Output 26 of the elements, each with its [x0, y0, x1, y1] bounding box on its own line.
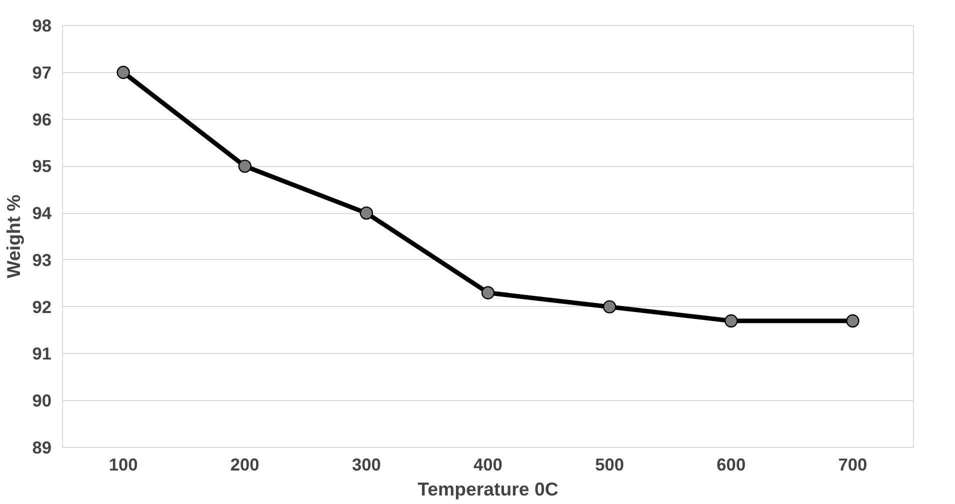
- y-tick-label: 97: [32, 62, 52, 82]
- y-tick-label: 91: [32, 344, 52, 364]
- point: [481, 286, 495, 300]
- x-axis-title: Temperature 0C: [418, 478, 558, 500]
- point: [116, 66, 130, 79]
- x-tick-label: 200: [230, 454, 260, 474]
- point: [602, 300, 616, 314]
- x-tick-label: 700: [838, 454, 868, 474]
- y-tick-label: 89: [32, 438, 52, 458]
- x-tick-label: 100: [108, 454, 138, 474]
- x-tick-label: 600: [716, 454, 746, 474]
- x-tick-label: 400: [474, 454, 502, 474]
- x-tick-label: 500: [595, 454, 624, 474]
- point: [238, 160, 252, 173]
- y-tick-label: 95: [32, 156, 52, 176]
- y-tick-label: 92: [32, 296, 52, 317]
- y-axis-title: Weight %: [3, 194, 24, 278]
- y-tick-label: 98: [32, 16, 52, 36]
- y-tick-label: 93: [32, 250, 52, 270]
- y-tick-label: 90: [32, 390, 52, 411]
- point: [360, 206, 374, 220]
- point: [846, 314, 860, 328]
- x-tick-label: 300: [352, 454, 381, 474]
- y-tick-label: 94: [32, 203, 52, 224]
- point: [724, 314, 738, 328]
- y-tick-label: 96: [32, 109, 52, 130]
